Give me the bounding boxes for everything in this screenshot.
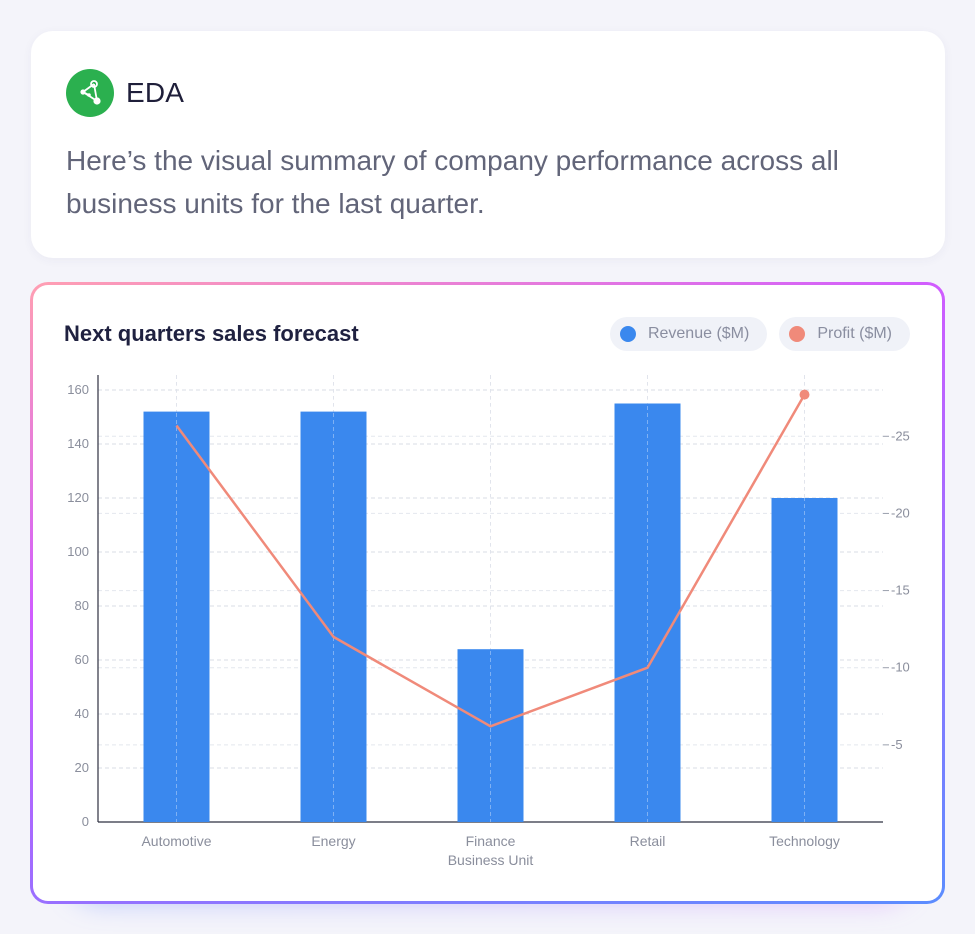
bar-revenue — [614, 403, 681, 822]
x-category-label: Retail — [630, 833, 666, 849]
legend-item-profit[interactable]: Profit ($M) — [779, 317, 910, 351]
legend-label-profit: Profit ($M) — [817, 325, 892, 342]
bar-revenue — [457, 649, 524, 822]
bar-revenue — [300, 411, 367, 822]
chart-plot: 0 20 40 60 80 100 120 140 160 -5 -10 -15 -20 -25 Autom… — [67, 375, 910, 868]
y-left-tick-label: 160 — [67, 382, 89, 397]
line-profit — [175, 394, 806, 728]
x-category-label: Finance — [466, 833, 516, 849]
y-right-tick-label: -15 — [891, 583, 910, 598]
x-category-label: Automotive — [141, 833, 211, 849]
y-left-tick-label: 80 — [75, 598, 89, 613]
y-left-tick-label: 140 — [67, 436, 89, 451]
y-left-tick-label: 100 — [67, 544, 89, 559]
y-left-tick-label: 40 — [75, 706, 89, 721]
chart-frame: Next quarters sales forecast Revenue ($M… — [30, 282, 945, 904]
y-right-tick-label: -20 — [891, 505, 910, 520]
y-left-tick-label: 0 — [82, 814, 89, 829]
network-nodes-icon — [66, 69, 114, 117]
agent-header: EDA — [66, 69, 184, 117]
chart-title: Next quarters sales forecast — [64, 321, 359, 346]
bar-revenue — [771, 498, 838, 822]
x-category-label: Technology — [769, 833, 840, 849]
chart-card: Next quarters sales forecast Revenue ($M… — [33, 285, 942, 901]
y-right-tick-label: -10 — [891, 660, 910, 675]
point-profit — [799, 389, 810, 400]
y-left-tick-label: 20 — [75, 760, 89, 775]
x-category-label: Business Unit — [448, 852, 534, 868]
legend-swatch-profit — [789, 326, 806, 342]
message-card: EDA Here’s the visual summary of company… — [31, 31, 945, 258]
chart-legend: Revenue ($M) Profit ($M) — [609, 317, 910, 351]
bar-revenue — [143, 411, 210, 822]
y-left-tick-label: 60 — [75, 652, 89, 667]
message-text: Here’s the visual summary of company per… — [66, 145, 839, 219]
y-right-tick-label: -5 — [891, 737, 903, 752]
agent-name: EDA — [126, 77, 185, 108]
legend-label-revenue: Revenue ($M) — [647, 325, 750, 342]
x-category-label: Energy — [311, 833, 355, 849]
legend-item-revenue[interactable]: Revenue ($M) — [609, 317, 768, 351]
y-left-tick-label: 120 — [67, 490, 89, 505]
y-right-tick-label: -25 — [891, 428, 910, 443]
legend-swatch-revenue — [619, 326, 636, 342]
